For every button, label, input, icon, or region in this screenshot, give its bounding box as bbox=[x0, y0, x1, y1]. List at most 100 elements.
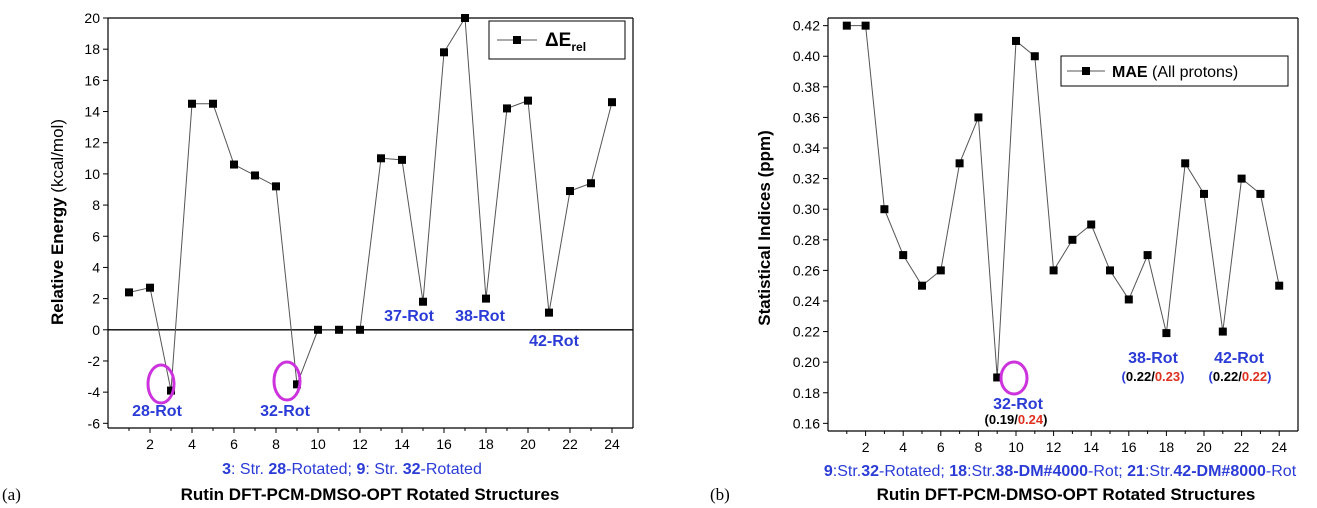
data-point bbox=[419, 297, 427, 306]
y-tick-label: 0.30 bbox=[793, 201, 820, 217]
annotation-32-rot: 32-Rot bbox=[260, 403, 310, 420]
data-point bbox=[1124, 295, 1133, 304]
data-point bbox=[146, 283, 154, 292]
data-point bbox=[524, 96, 532, 105]
x-tick-label: 8 bbox=[272, 436, 280, 452]
x-tick-label: 18 bbox=[478, 436, 494, 452]
data-point bbox=[880, 205, 889, 214]
data-point bbox=[918, 281, 926, 290]
x-tick-label: 22 bbox=[1234, 439, 1250, 455]
y-tick-label: 0.22 bbox=[793, 324, 820, 340]
annotation-37-rot: 37-Rot bbox=[384, 308, 434, 325]
panel-a-x-axis-title: Rutin DFT-PCM-DMSO-OPT Rotated Structure… bbox=[181, 485, 560, 504]
panel-a-plot-frame bbox=[107, 17, 634, 429]
y-tick-label: 6 bbox=[92, 228, 100, 244]
data-point bbox=[335, 325, 343, 334]
panel-a-series bbox=[125, 14, 616, 395]
annotation-42-rot: 42-Rot bbox=[1214, 350, 1264, 367]
data-point bbox=[955, 159, 964, 168]
data-point bbox=[167, 386, 175, 395]
y-tick-label: 2 bbox=[92, 291, 100, 307]
x-tick-label: 8 bbox=[975, 439, 983, 455]
x-tick-label: 24 bbox=[1271, 439, 1287, 455]
data-point bbox=[230, 160, 238, 169]
annotation-28-rot: 28-Rot bbox=[132, 403, 182, 420]
data-point bbox=[1087, 220, 1096, 229]
panel-a-x-ticks: 2 4 6 8 10 12 14 16 18 20 22 24 bbox=[128, 428, 620, 452]
highlight-circle-28rot bbox=[146, 363, 176, 405]
panel-a-legend: ΔErel bbox=[488, 20, 626, 60]
x-tick-label: 20 bbox=[1196, 439, 1212, 455]
panel-b-y-ticks: 0.16 0.18 0.20 0.22 0.24 0.26 0.28 0.30 0.32 0.34… bbox=[793, 18, 828, 431]
highlight-circle-32rot bbox=[272, 360, 302, 402]
panel-b-x-ticks: 2 4 6 8 10 12 14 16 18 20 22 24 bbox=[846, 431, 1287, 455]
annotation-42-rot-values: (0.22/0.22) bbox=[1209, 369, 1272, 384]
data-point bbox=[461, 14, 469, 22]
x-tick-label: 6 bbox=[937, 439, 945, 455]
legend-marker bbox=[513, 36, 521, 44]
y-tick-label: 10 bbox=[84, 166, 100, 182]
highlight-circle-32rot bbox=[999, 360, 1029, 396]
data-point bbox=[1256, 189, 1265, 198]
y-tick-label: 0 bbox=[92, 322, 100, 338]
x-tick-label: 20 bbox=[520, 436, 536, 452]
y-tick-label: 0.26 bbox=[793, 262, 820, 278]
data-point bbox=[861, 21, 870, 30]
y-tick-label: 0.42 bbox=[793, 18, 820, 34]
y-tick-label: 0.18 bbox=[793, 385, 820, 401]
x-tick-label: 2 bbox=[146, 436, 154, 452]
data-point bbox=[993, 373, 1002, 382]
y-tick-label: 12 bbox=[84, 135, 100, 151]
annotation-38-rot-values: (0.22/0.23) bbox=[1122, 369, 1185, 384]
legend-marker bbox=[1082, 67, 1090, 75]
data-point bbox=[1162, 329, 1171, 338]
x-tick-label: 14 bbox=[394, 436, 410, 452]
data-point bbox=[587, 179, 595, 188]
data-point bbox=[251, 171, 259, 180]
data-point bbox=[1068, 235, 1077, 244]
data-point bbox=[1143, 251, 1152, 260]
annotation-42-rot: 42-Rot bbox=[529, 333, 579, 350]
panel-b: 0.16 0.18 0.20 0.22 0.24 0.26 0.28 0.30 0.32 0.34… bbox=[710, 17, 1299, 504]
x-tick-label: 16 bbox=[1121, 439, 1137, 455]
data-point bbox=[899, 251, 908, 260]
panel-b-x-axis-title: Rutin DFT-PCM-DMSO-OPT Rotated Structure… bbox=[877, 485, 1256, 504]
data-point bbox=[608, 98, 616, 107]
panel-a-caption: 3: Str. 28-Rotated; 9: Str. 32-Rotated bbox=[222, 461, 482, 478]
y-tick-label: -4 bbox=[88, 384, 101, 400]
data-point bbox=[1200, 189, 1208, 198]
annotation-32-rot-values: (0.19/0.24) bbox=[985, 412, 1048, 427]
data-point bbox=[1181, 159, 1190, 168]
x-tick-label: 18 bbox=[1159, 439, 1175, 455]
data-point bbox=[1030, 52, 1039, 61]
y-tick-label: 0.38 bbox=[793, 79, 820, 95]
y-tick-label: 14 bbox=[84, 104, 100, 120]
y-tick-label: 8 bbox=[92, 197, 100, 213]
data-point bbox=[974, 113, 983, 122]
legend-label: MAE (All protons) bbox=[1112, 64, 1238, 81]
panel-a-y-axis-title: Relative Energy (kcal/mol) bbox=[48, 119, 67, 325]
y-tick-label: 0.34 bbox=[793, 140, 820, 156]
x-tick-label: 12 bbox=[352, 436, 368, 452]
data-point bbox=[1012, 36, 1020, 45]
panel-b-caption: 9:Str.32-Rotated; 18:Str.38-DM#4000-Rot;… bbox=[824, 463, 1297, 480]
y-tick-label: 0.24 bbox=[793, 293, 820, 309]
x-tick-label: 24 bbox=[604, 436, 620, 452]
x-tick-label: 6 bbox=[230, 436, 238, 452]
x-tick-label: 2 bbox=[862, 439, 870, 455]
data-point bbox=[125, 288, 133, 297]
annotation-32-rot: 32-Rot bbox=[993, 396, 1043, 413]
y-tick-label: 0.20 bbox=[793, 354, 820, 370]
panel-b-label: (b) bbox=[710, 485, 730, 504]
y-tick-label: 0.32 bbox=[793, 171, 820, 187]
panel-a-label: (a) bbox=[2, 485, 21, 504]
annotation-38-rot: 38-Rot bbox=[455, 308, 505, 325]
legend-label: ΔErel bbox=[545, 30, 586, 54]
data-point bbox=[272, 182, 280, 191]
panel-b-legend: MAE (All protons) bbox=[1060, 55, 1289, 87]
data-point bbox=[1218, 327, 1227, 336]
panel-b-series bbox=[842, 21, 1284, 382]
x-tick-label: 10 bbox=[1008, 439, 1024, 455]
